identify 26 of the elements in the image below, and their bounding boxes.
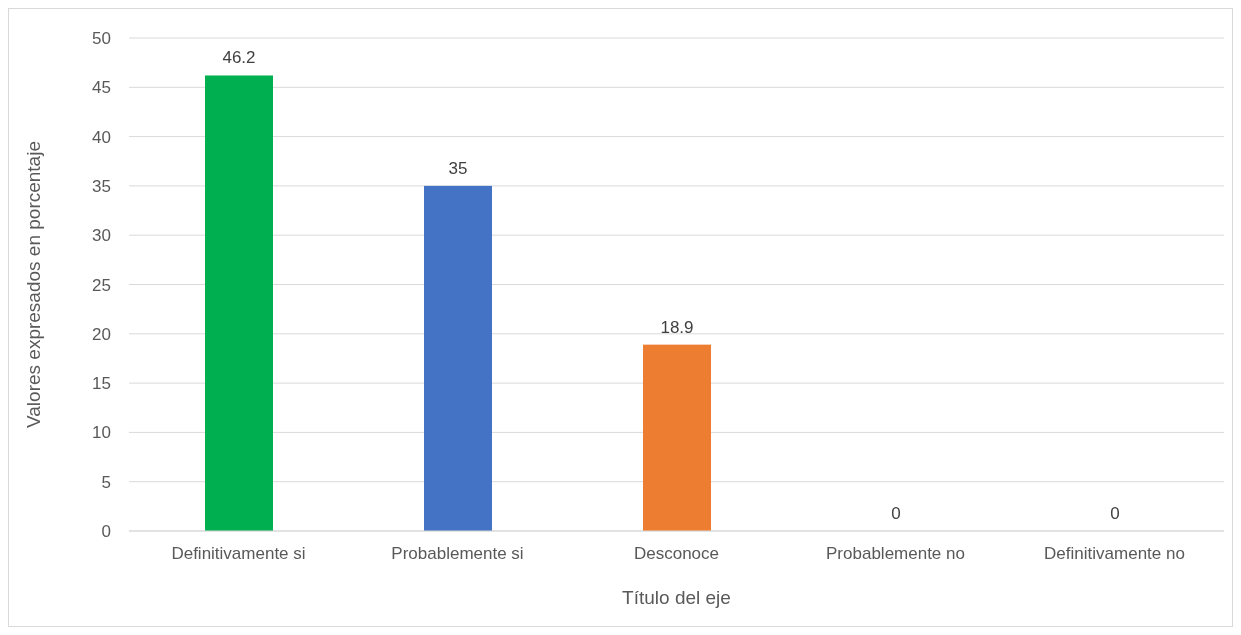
y-tick-label: 45	[92, 78, 111, 98]
data-label: 46.2	[222, 48, 256, 68]
x-axis-title: Título del eje	[622, 587, 731, 608]
data-label: 18.9	[660, 317, 694, 337]
y-tick-label: 50	[92, 29, 111, 49]
y-tick-label: 0	[101, 522, 111, 542]
y-tick-label: 35	[92, 176, 111, 196]
y-tick-label: 5	[101, 472, 111, 492]
x-tick-label: Desconoce	[633, 544, 720, 564]
data-label: 35	[448, 158, 468, 178]
bar	[424, 185, 492, 531]
y-tick-label: 30	[92, 226, 111, 246]
bar	[205, 75, 273, 531]
y-tick-label: 10	[92, 423, 111, 443]
y-tick-label: 25	[92, 275, 111, 295]
bar	[643, 344, 711, 531]
y-tick-label: 20	[92, 324, 111, 344]
x-tick-label: Probablemente si	[391, 544, 524, 564]
data-label: 0	[891, 504, 901, 523]
data-label: 0	[1110, 504, 1120, 523]
x-tick-label: Probablemente no	[826, 544, 965, 564]
y-tick-label: 40	[92, 127, 111, 147]
x-tick-label: Definitivamente si	[171, 544, 306, 564]
x-tick-label: Definitivamente no	[1044, 544, 1185, 564]
y-tick-label: 15	[92, 374, 111, 394]
y-axis-title: Valores expresados en porcentaje	[22, 141, 44, 428]
